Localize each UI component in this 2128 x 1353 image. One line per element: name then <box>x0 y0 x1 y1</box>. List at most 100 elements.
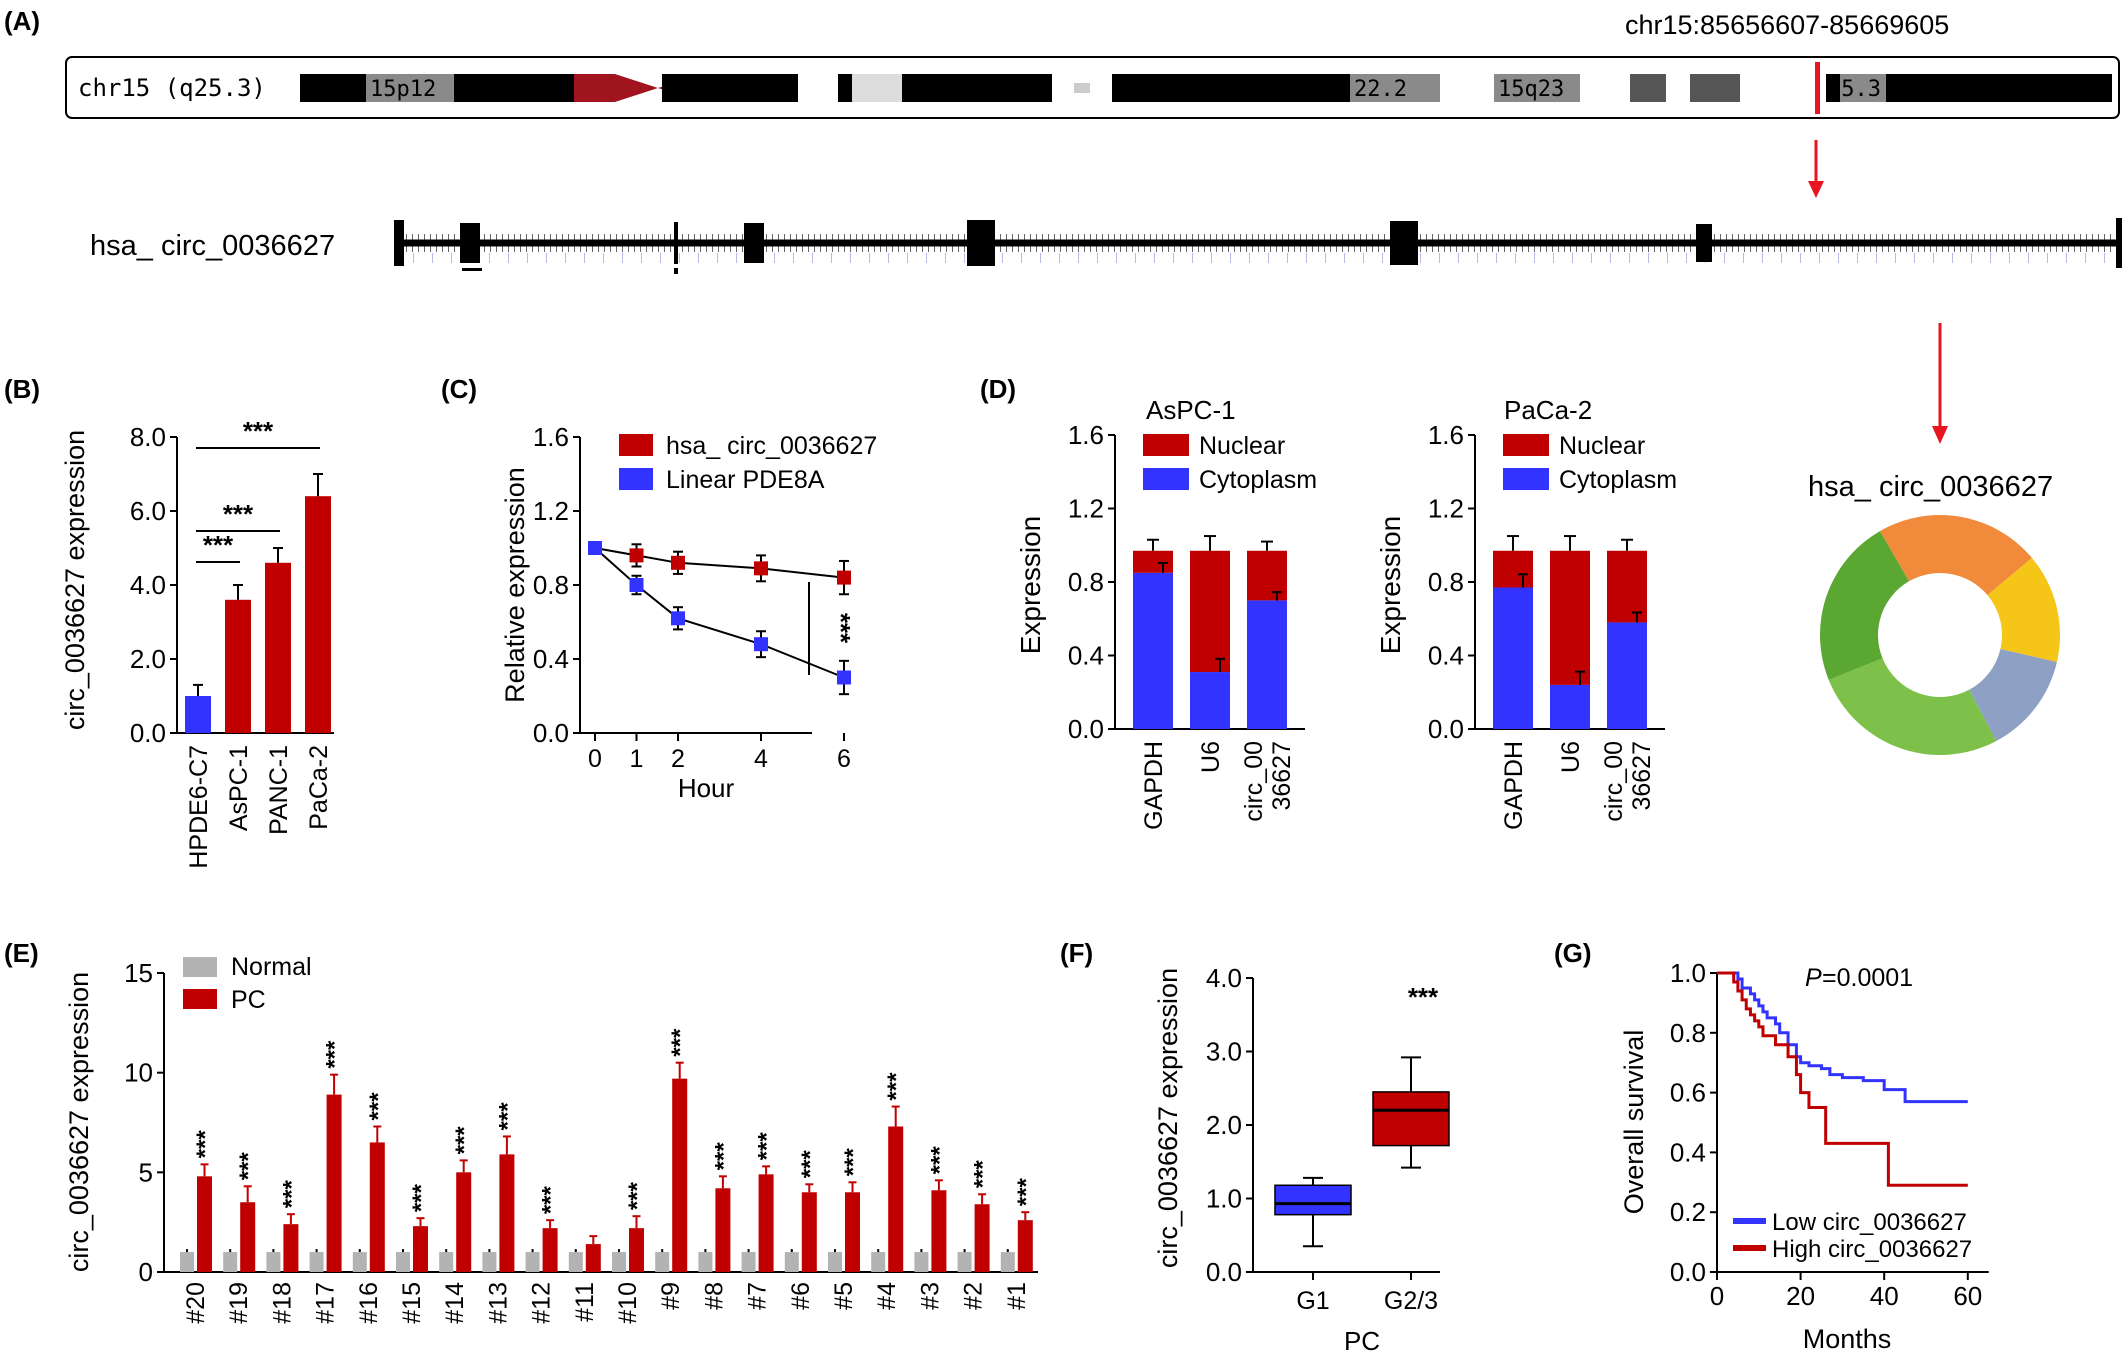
data-point <box>671 555 685 570</box>
x-tick-label: 60 <box>1953 1281 1982 1311</box>
chart-d-paca2: 0.0 0.4 0.8 1.2 1.6 PaCa-2 Expression GAPDH U6 ci… <box>1375 395 1677 830</box>
y-tick-label: 0 <box>139 1257 153 1287</box>
x-tick-label: AsPC-1 <box>225 745 253 831</box>
circrna-donut <box>1820 515 2060 756</box>
significance-label: *** <box>1013 1178 1040 1207</box>
bar-normal <box>439 1252 454 1272</box>
band-label: 15p12 <box>370 77 436 102</box>
bar-normal <box>352 1252 367 1272</box>
x-tick-label: #10 <box>614 1282 642 1324</box>
arrow-down-icon <box>1808 140 1824 198</box>
y-tick-label: 4.0 <box>130 570 166 600</box>
bar-normal <box>309 1252 324 1272</box>
legend-swatch-normal <box>183 957 217 977</box>
x-axis-title: Months <box>1803 1324 1892 1353</box>
y-axis-title: Expression <box>1015 516 1046 655</box>
gene-structure <box>394 218 2122 274</box>
band-label: p13 <box>306 77 346 102</box>
chart-title: AsPC-1 <box>1146 395 1236 425</box>
survival-curve-high <box>1717 971 1968 1187</box>
y-tick-label: 1.2 <box>1068 494 1104 524</box>
bar-normal <box>525 1252 540 1272</box>
bar-pc <box>413 1226 428 1272</box>
chart-c: 0.0 0.4 0.8 1.2 1.6 0 1 2 4 6 Hour Relative express… <box>500 422 877 803</box>
band-label: 26.3 <box>2036 77 2089 102</box>
y-tick-label: 1.0 <box>1206 1184 1242 1214</box>
significance-label: *** <box>451 1126 478 1155</box>
bar-pc <box>1017 1220 1033 1272</box>
y-tick-label: 3.0 <box>1206 1037 1242 1067</box>
chart-e: 0 5 10 15 circ_0036627 expression *** #20 *** #1… <box>64 953 1040 1324</box>
legend-label: Normal <box>231 953 312 981</box>
x-tick-label: #9 <box>657 1282 685 1310</box>
legend-swatch <box>1503 434 1549 456</box>
band-label: 25.3 <box>1828 77 1881 102</box>
band-label: 15p11.2 <box>460 77 553 102</box>
chart-b: 0.0 2.0 4.0 6.0 8.0 HPDE6-C7 AsPC-1 PANC-1 PaCa-… <box>60 416 334 869</box>
band-label: q21.3 <box>1250 77 1316 102</box>
legend-label: Nuclear <box>1559 432 1645 460</box>
y-tick-label: 0.8 <box>1428 567 1464 597</box>
bar-pc <box>240 1202 256 1272</box>
y-tick-label: 0.6 <box>1670 1078 1706 1108</box>
significance-label: *** <box>883 1072 910 1101</box>
data-point <box>754 561 768 576</box>
x-tick-label: PaCa-2 <box>305 745 333 830</box>
panel-d-label: (D) <box>980 374 1016 404</box>
bar-normal <box>180 1252 194 1272</box>
x-tick-label: #6 <box>787 1282 815 1310</box>
legend-label: hsa_ circ_0036627 <box>666 432 877 460</box>
x-tick-label: #18 <box>268 1282 296 1324</box>
y-tick-label: 2.0 <box>130 644 166 674</box>
chart-title: PaCa-2 <box>1504 395 1592 425</box>
bar-normal <box>871 1252 886 1272</box>
significance-label: *** <box>667 1028 694 1057</box>
x-tick-label: G1 <box>1296 1287 1329 1315</box>
x-tick-label: #4 <box>873 1282 901 1310</box>
p-value-label: =0.0001 <box>1822 964 1913 992</box>
bar-pc <box>931 1190 947 1272</box>
significance-label: *** <box>1408 982 1439 1012</box>
chart-f: 0.0 1.0 2.0 3.0 4.0 circ_0036627 expression G1… <box>1153 963 1450 1353</box>
legend-swatch-pc <box>183 989 217 1009</box>
y-tick-label: 0.4 <box>1068 641 1104 671</box>
x-tick-label: G2/3 <box>1384 1287 1438 1315</box>
bar-normal <box>741 1252 756 1272</box>
data-point <box>629 578 644 592</box>
chrom-name: chr15 (q25.3) <box>78 74 266 102</box>
data-point <box>629 548 644 563</box>
bar-normal <box>655 1252 670 1272</box>
band-label: q21.1 <box>1116 77 1182 102</box>
legend-label: Linear PDE8A <box>666 466 825 494</box>
x-tick-label: #7 <box>744 1282 772 1310</box>
bar-pc <box>197 1176 212 1272</box>
bar-cytoplasm <box>1190 672 1230 729</box>
box-body <box>1372 1091 1450 1147</box>
data-point <box>837 670 851 685</box>
legend-label: PC <box>231 986 266 1014</box>
x-tick-label: HPDE6-C7 <box>185 745 213 869</box>
y-tick-label: 0.0 <box>1068 714 1104 744</box>
chart-g: 0.0 0.2 0.4 0.6 0.8 1.0 0 20 40 60 Months Overall s… <box>1619 958 1989 1353</box>
y-tick-label: 0.0 <box>1206 1257 1242 1287</box>
box-body <box>1274 1184 1352 1216</box>
bar-cytoplasm <box>1607 622 1647 729</box>
chrom-coordinate: chr15:85656607-85669605 <box>1625 10 1949 40</box>
bar-normal <box>957 1252 972 1272</box>
y-tick-label: 0.0 <box>130 718 166 748</box>
bar <box>265 562 291 733</box>
significance-label: *** <box>278 1180 305 1209</box>
bar-normal <box>266 1252 281 1272</box>
x-tick-label: #14 <box>441 1282 469 1324</box>
gene-label: hsa_ circ_0036627 <box>90 230 335 262</box>
x-tick-label: 20 <box>1786 1281 1815 1311</box>
bar-cytoplasm <box>1550 684 1590 729</box>
bar-pc <box>715 1188 731 1272</box>
bar-normal <box>396 1252 410 1272</box>
y-tick-label: 0.0 <box>1670 1257 1706 1287</box>
significance-label: *** <box>826 613 856 644</box>
bar-pc <box>801 1192 817 1272</box>
x-tick-label: 0 <box>588 745 602 773</box>
legend-label: Cytoplasm <box>1559 466 1677 494</box>
